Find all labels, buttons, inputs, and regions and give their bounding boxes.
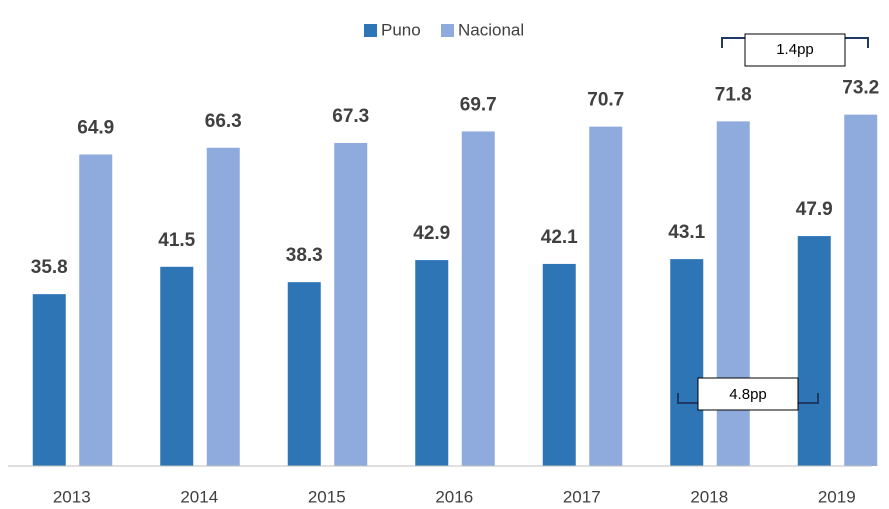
value-label: 42.1 xyxy=(541,227,578,248)
value-label: 43.1 xyxy=(668,222,705,243)
bar xyxy=(670,259,704,466)
legend-swatch xyxy=(364,24,377,37)
value-label: 69.7 xyxy=(460,94,497,115)
value-label: 42.9 xyxy=(413,223,450,244)
bar xyxy=(589,126,623,466)
annotation-bottom: 4.8pp xyxy=(677,377,819,411)
value-label: 35.8 xyxy=(31,257,68,278)
bar xyxy=(334,142,368,466)
x-tick-label: 2013 xyxy=(53,487,91,506)
value-label: 66.3 xyxy=(205,111,242,132)
x-tick-label: 2017 xyxy=(563,487,601,506)
x-tick-label: 2014 xyxy=(180,487,218,506)
annotation: 1.4pp xyxy=(776,41,814,58)
value-label: 41.5 xyxy=(158,230,195,251)
bar xyxy=(716,121,750,467)
bar xyxy=(844,114,878,466)
legend-label: Nacional xyxy=(458,20,524,39)
value-label: 47.9 xyxy=(796,199,833,220)
legend-swatch xyxy=(441,24,454,37)
annotation-box xyxy=(697,377,799,411)
value-label: 70.7 xyxy=(587,90,624,111)
value-label: 64.9 xyxy=(77,117,114,138)
value-label: 38.3 xyxy=(286,245,323,266)
annotation-box xyxy=(744,33,846,67)
value-label: 73.2 xyxy=(842,78,879,99)
bar xyxy=(206,147,240,466)
bar xyxy=(287,282,321,466)
bar xyxy=(79,154,113,467)
legend-label: Puno xyxy=(381,20,421,39)
x-tick-label: 2019 xyxy=(818,487,856,506)
bar xyxy=(32,294,66,466)
bar xyxy=(415,260,449,466)
x-tick-label: 2015 xyxy=(308,487,346,506)
value-label: 67.3 xyxy=(332,106,369,127)
bar xyxy=(542,263,576,466)
annotation: 4.8pp xyxy=(729,386,767,403)
bar xyxy=(797,236,831,466)
bar xyxy=(461,131,495,466)
bar xyxy=(160,266,194,466)
x-tick-label: 2016 xyxy=(435,487,473,506)
value-label: 71.8 xyxy=(715,84,752,105)
x-tick-label: 2018 xyxy=(690,487,728,506)
annotation-top: 1.4pp xyxy=(721,33,869,67)
